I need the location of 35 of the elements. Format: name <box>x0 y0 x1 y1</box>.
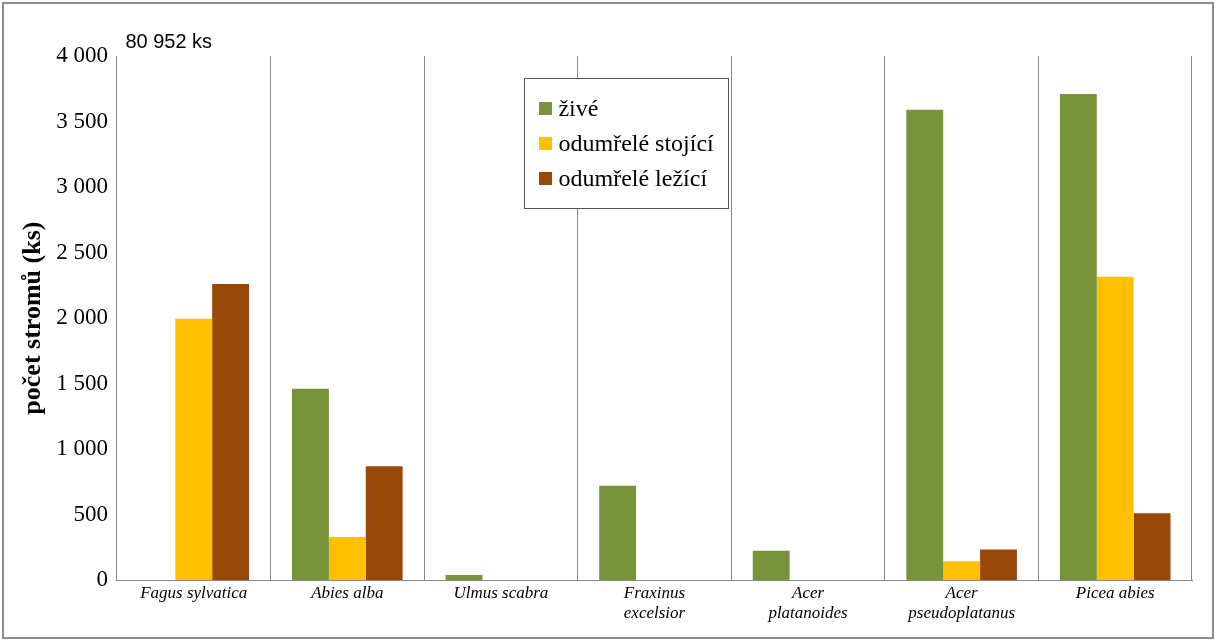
x-tick-label: Fagus sylvatica <box>139 582 248 602</box>
bar <box>906 109 944 581</box>
y-tick-label: 3 000 <box>56 173 108 199</box>
bar <box>1059 94 1097 581</box>
y-tick-label: 2 500 <box>56 238 108 264</box>
legend-label: odumřelé ležící <box>558 165 708 192</box>
y-tick-label: 4 000 <box>56 42 108 68</box>
legend-label: živé <box>558 95 599 122</box>
bar <box>980 549 1017 581</box>
y-tick-label: 500 <box>73 500 108 526</box>
x-tick-label: Ulmus scabra <box>453 582 549 602</box>
x-tick-label: Fraxinus excelsior <box>622 582 686 623</box>
bar <box>292 388 329 581</box>
y-tick-label: 2 000 <box>56 304 108 330</box>
text: 80 952 ks <box>125 29 213 52</box>
x-tick-label: Acer pseudoplatanus <box>907 582 1016 623</box>
bar <box>175 318 213 581</box>
bar <box>1096 276 1134 581</box>
x-tick-label: Picea abies <box>1074 582 1156 602</box>
x-tick-label: Abies alba <box>310 582 384 602</box>
y-tick-label: 3 500 <box>56 107 108 133</box>
bar <box>328 536 366 581</box>
y-axis-title: počet stromů (ks) <box>17 221 47 415</box>
y-tick-label: 0 <box>96 566 108 592</box>
legend-label: odumřelé stojící <box>558 130 714 157</box>
bar <box>1133 513 1171 581</box>
bar <box>943 561 981 581</box>
bar <box>599 485 637 581</box>
bar <box>752 550 790 581</box>
y-tick-label: 1 000 <box>56 435 108 461</box>
bar <box>212 284 250 581</box>
bar <box>445 574 483 581</box>
bar <box>365 466 403 581</box>
x-tick-label: Acer platanoides <box>767 582 849 623</box>
y-tick-label: 1 500 <box>56 369 108 395</box>
